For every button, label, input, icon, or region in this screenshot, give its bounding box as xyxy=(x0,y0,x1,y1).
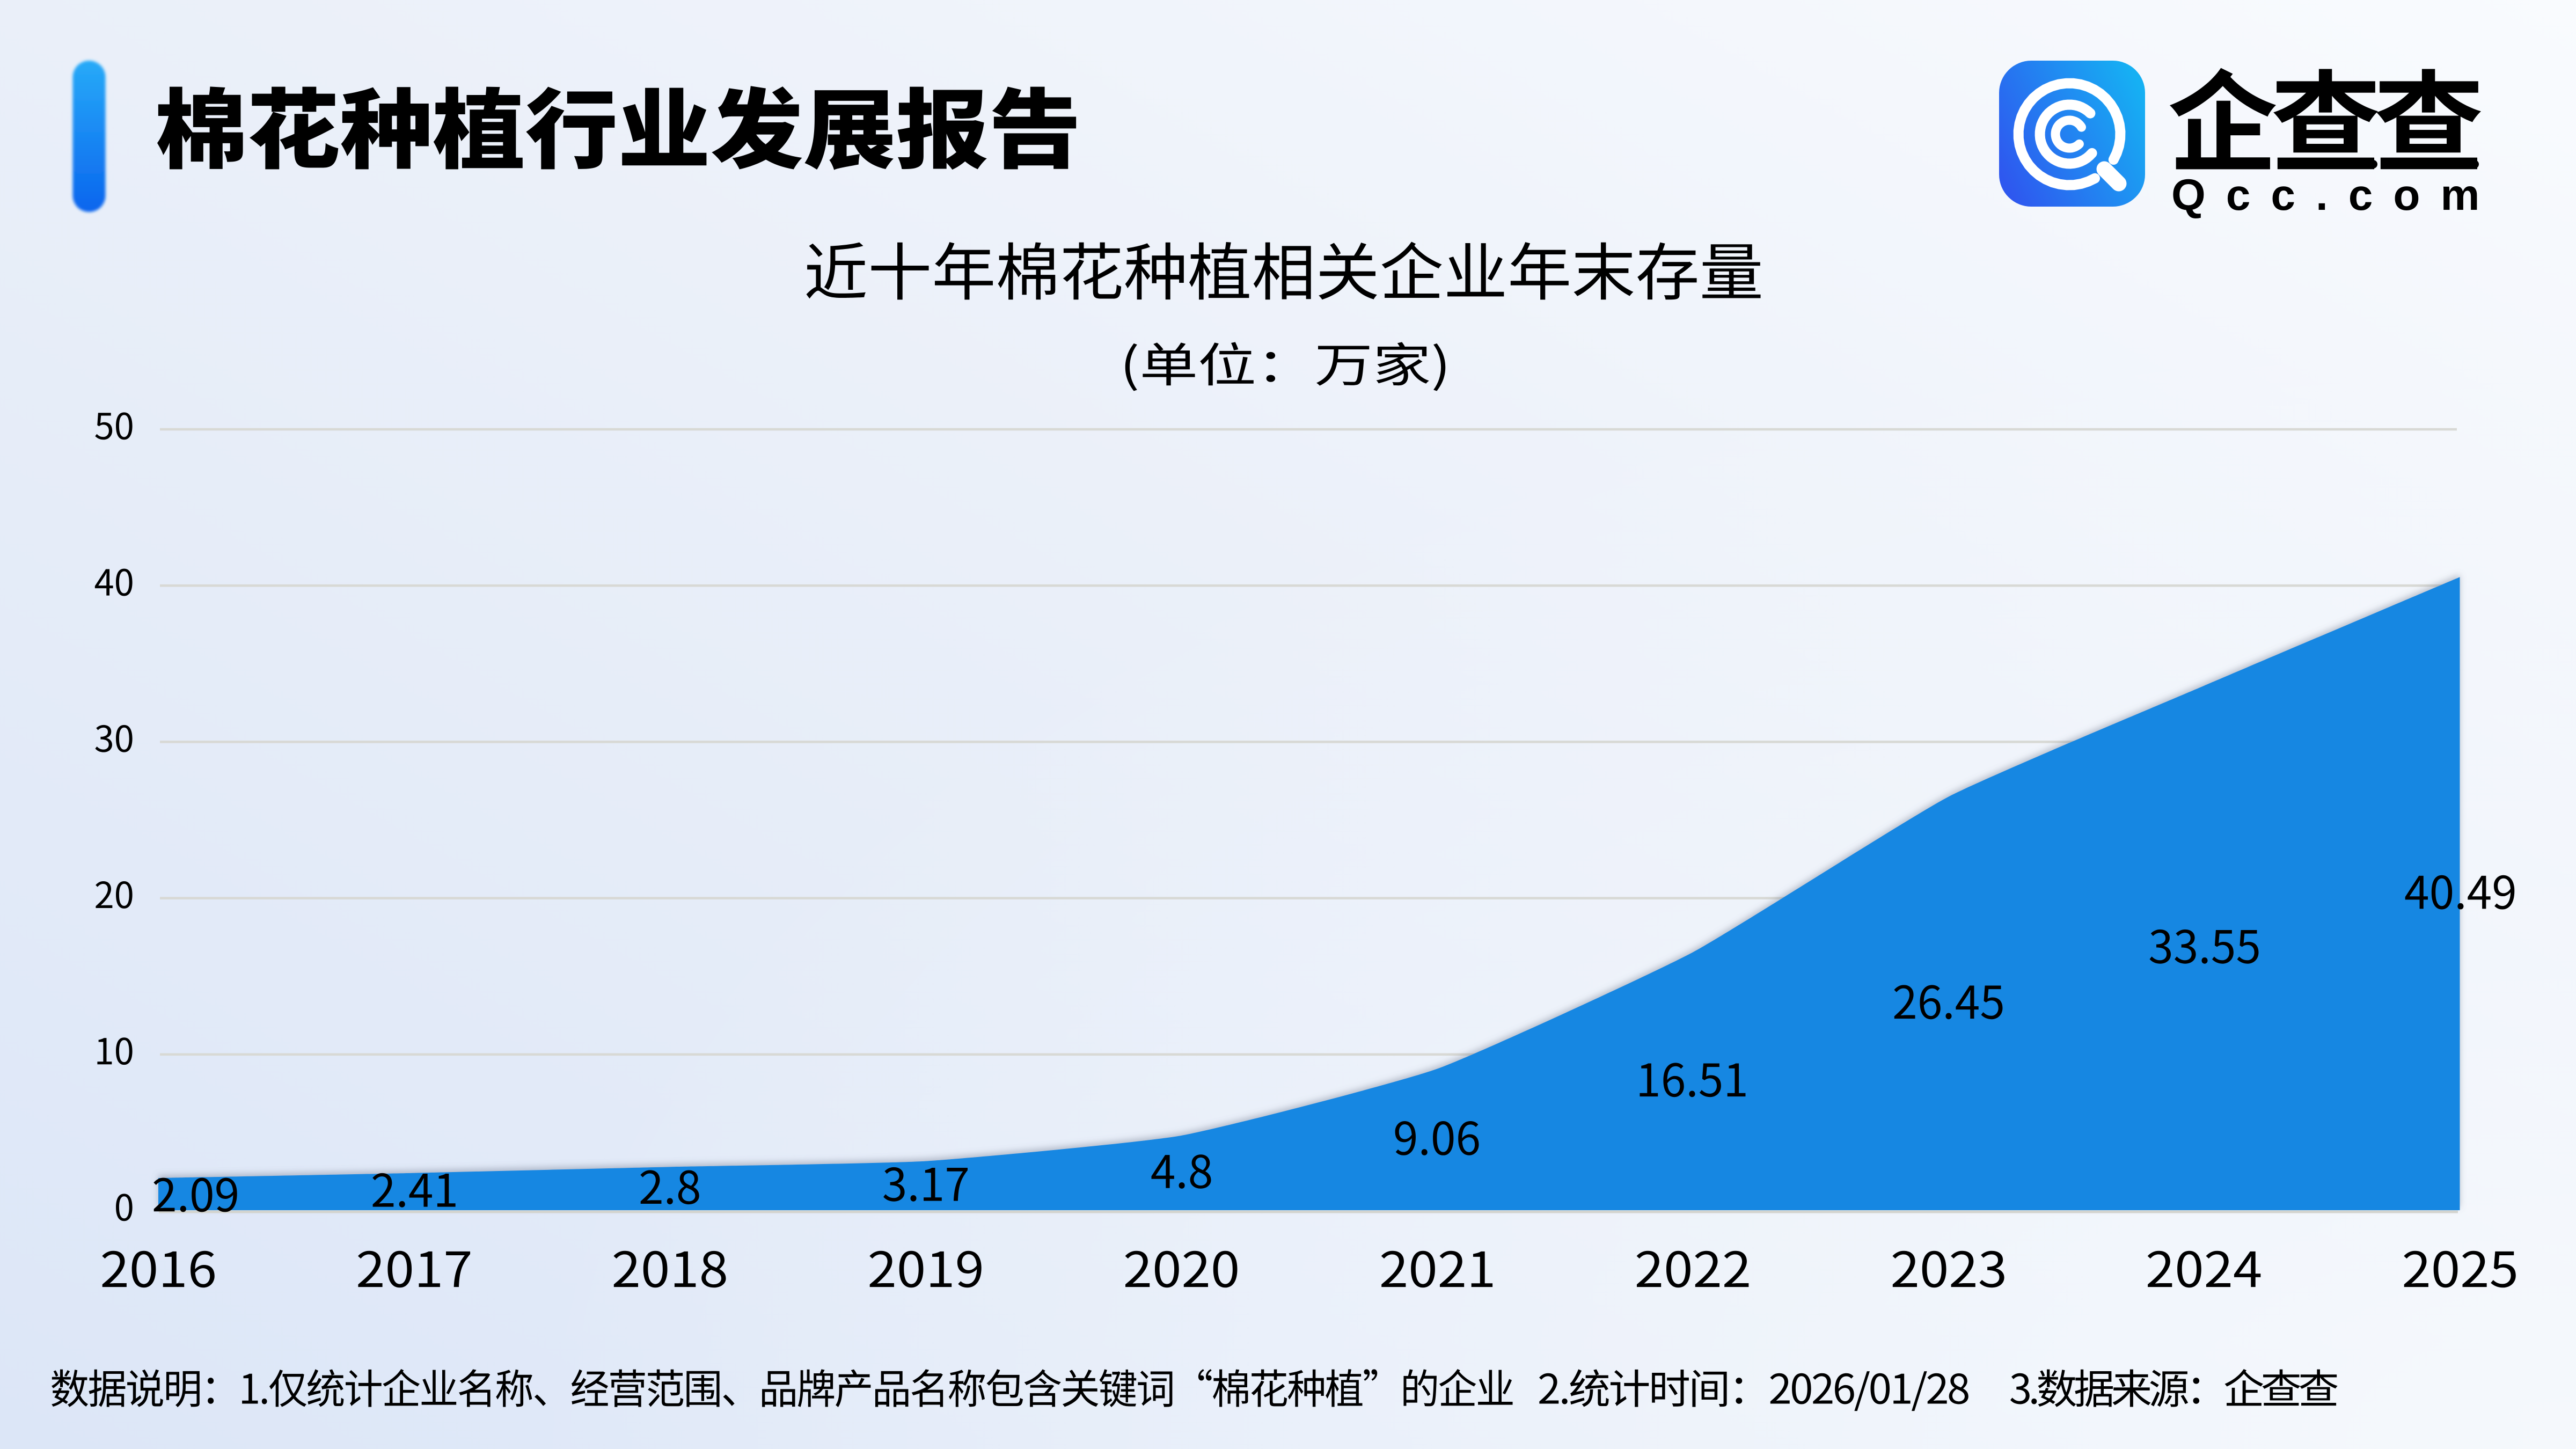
svg-text:Qcc.com: Qcc.com xyxy=(2171,171,2500,219)
